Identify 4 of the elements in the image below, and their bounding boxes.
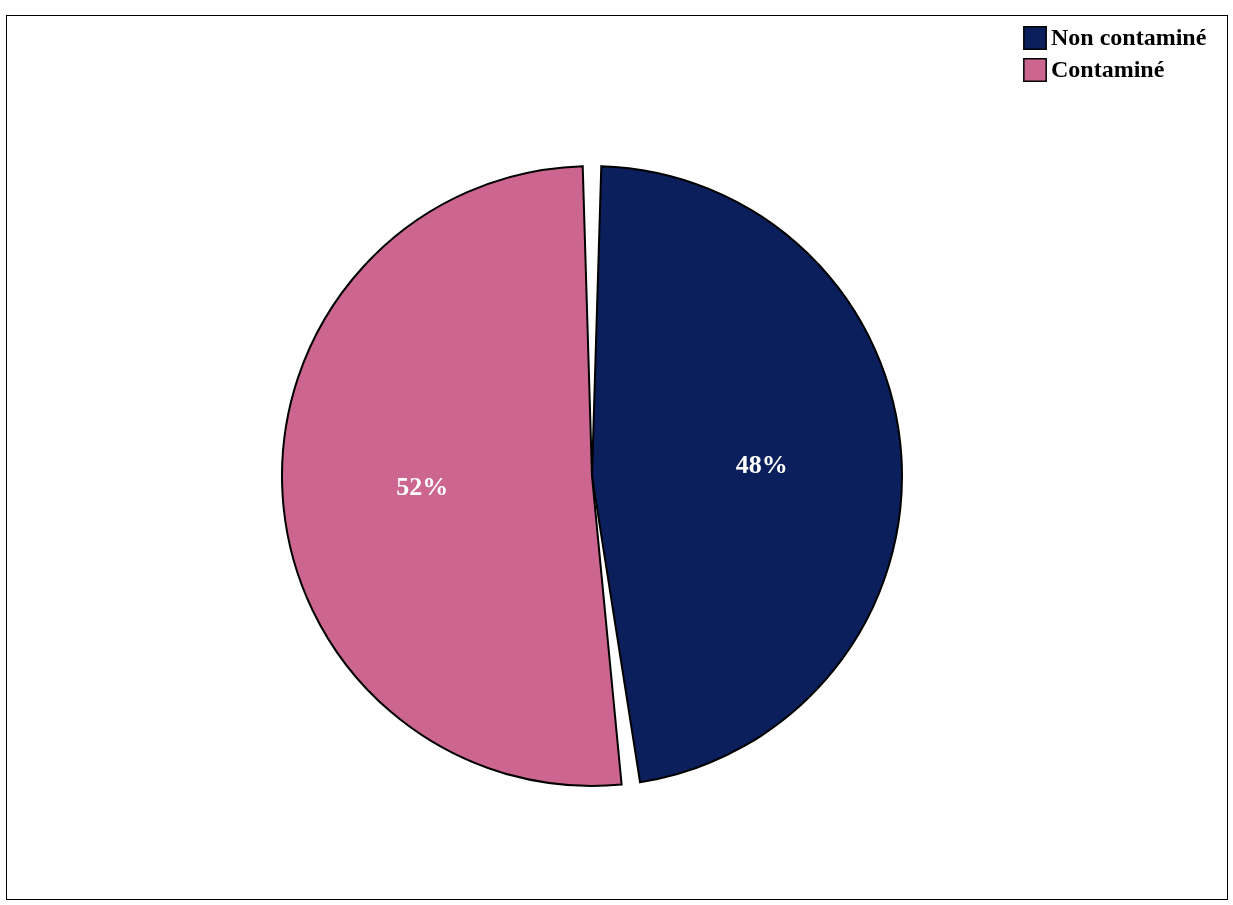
data-label: 52%	[396, 471, 449, 501]
data-label: 48%	[735, 450, 788, 480]
legend-label: Contaminé	[1051, 56, 1165, 82]
legend-label: Non contaminé	[1051, 24, 1207, 50]
